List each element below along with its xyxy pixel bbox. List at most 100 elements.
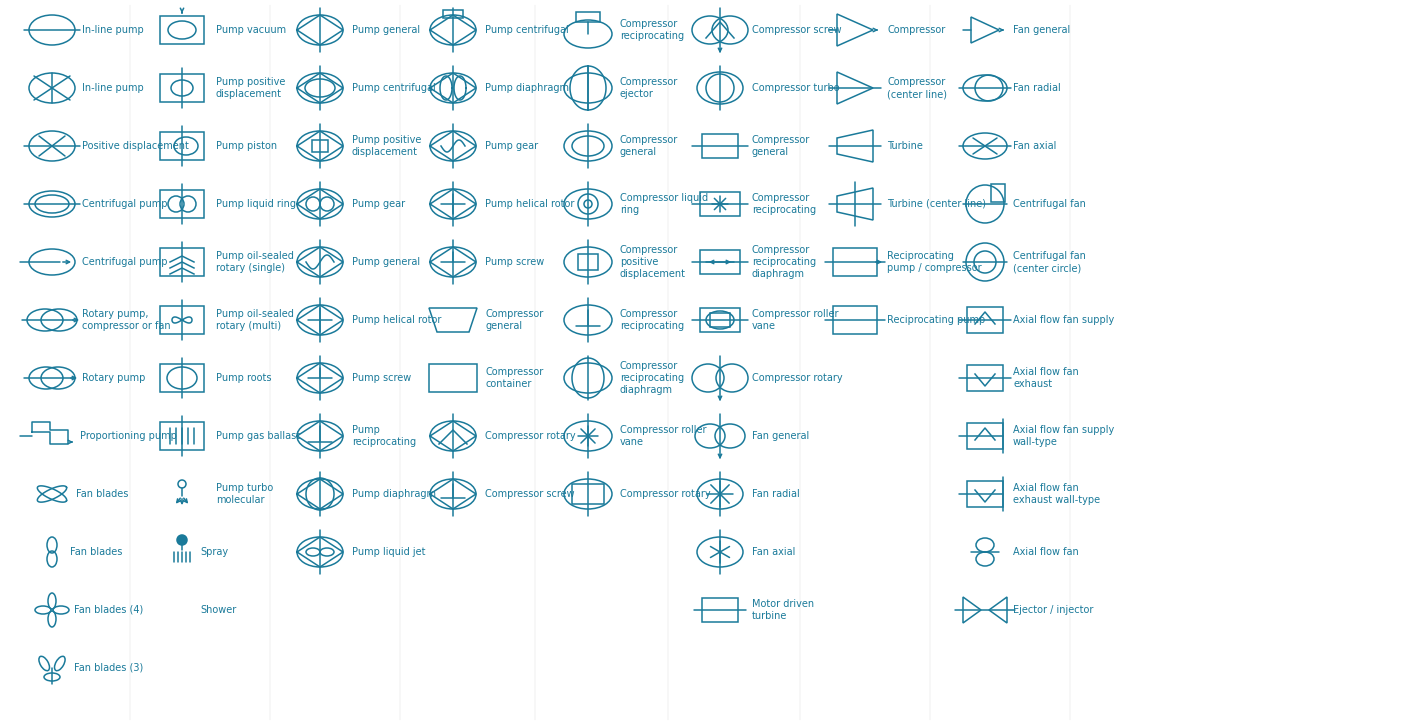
- Bar: [703, 134, 738, 158]
- Bar: [159, 364, 205, 392]
- Text: Compressor turbo: Compressor turbo: [752, 83, 840, 93]
- Bar: [832, 248, 878, 276]
- Text: Fan blades (4): Fan blades (4): [73, 605, 144, 615]
- Bar: [832, 306, 878, 334]
- Text: Pump diaphragm: Pump diaphragm: [351, 489, 436, 499]
- Bar: [159, 16, 205, 44]
- Text: Centrifugal fan: Centrifugal fan: [1013, 199, 1086, 209]
- Text: Compressor rotary: Compressor rotary: [619, 489, 711, 499]
- Text: Compressor roller
vane: Compressor roller vane: [619, 425, 707, 447]
- Text: Compressor
ejector: Compressor ejector: [619, 77, 679, 99]
- Bar: [579, 254, 598, 270]
- Text: Pump turbo
molecular: Pump turbo molecular: [216, 483, 274, 505]
- Text: Axial flow fan: Axial flow fan: [1013, 547, 1079, 557]
- Text: Centrifugal pump: Centrifugal pump: [82, 199, 168, 209]
- Text: Compressor
reciprocating
diaphragm: Compressor reciprocating diaphragm: [752, 245, 816, 280]
- Text: Compressor screw: Compressor screw: [485, 489, 574, 499]
- Bar: [159, 248, 205, 276]
- Bar: [710, 313, 729, 327]
- Text: Fan axial: Fan axial: [752, 547, 796, 557]
- Text: In-line pump: In-line pump: [82, 83, 144, 93]
- Text: Pump liquid jet: Pump liquid jet: [351, 547, 426, 557]
- Text: Pump helical rotor: Pump helical rotor: [351, 315, 442, 325]
- Text: Fan radial: Fan radial: [1013, 83, 1061, 93]
- Text: Turbine: Turbine: [888, 141, 923, 151]
- Text: Reciprocating
pump / compressor: Reciprocating pump / compressor: [888, 250, 982, 273]
- Circle shape: [176, 535, 188, 545]
- Text: Fan general: Fan general: [752, 431, 810, 441]
- Bar: [576, 12, 600, 22]
- Bar: [967, 365, 1003, 391]
- Text: Pump centrifugal: Pump centrifugal: [351, 83, 436, 93]
- Text: Proportioning pump: Proportioning pump: [80, 431, 176, 441]
- Text: Fan blades (3): Fan blades (3): [73, 663, 144, 673]
- Text: Compressor liquid
ring: Compressor liquid ring: [619, 193, 708, 215]
- Text: Pump
reciprocating: Pump reciprocating: [351, 425, 416, 447]
- Text: Compressor roller
vane: Compressor roller vane: [752, 309, 838, 331]
- Text: Pump helical rotor: Pump helical rotor: [485, 199, 574, 209]
- Text: Compressor
positive
displacement: Compressor positive displacement: [619, 245, 686, 280]
- Text: Axial flow fan
exhaust: Axial flow fan exhaust: [1013, 367, 1079, 389]
- Text: Centrifugal fan
(center circle): Centrifugal fan (center circle): [1013, 250, 1086, 273]
- Text: Compressor: Compressor: [888, 25, 945, 35]
- Text: Pump positive
displacement: Pump positive displacement: [216, 77, 285, 99]
- Text: Compressor rotary: Compressor rotary: [752, 373, 842, 383]
- Text: Pump piston: Pump piston: [216, 141, 277, 151]
- Text: Motor driven
turbine: Motor driven turbine: [752, 599, 814, 621]
- Text: Fan radial: Fan radial: [752, 489, 800, 499]
- Text: Fan blades: Fan blades: [71, 547, 123, 557]
- Text: Compressor
container: Compressor container: [485, 367, 543, 389]
- Text: Compressor
reciprocating: Compressor reciprocating: [752, 193, 816, 215]
- Bar: [312, 140, 327, 152]
- Bar: [967, 307, 1003, 333]
- Text: Pump gear: Pump gear: [485, 141, 538, 151]
- Text: Pump gas ballast: Pump gas ballast: [216, 431, 301, 441]
- Bar: [159, 306, 205, 334]
- Text: Pump centrifugal: Pump centrifugal: [485, 25, 569, 35]
- Text: Fan blades: Fan blades: [76, 489, 128, 499]
- Text: Fan general: Fan general: [1013, 25, 1071, 35]
- Text: Axial flow fan supply: Axial flow fan supply: [1013, 315, 1115, 325]
- Text: Axial flow fan
exhaust wall-type: Axial flow fan exhaust wall-type: [1013, 483, 1101, 505]
- Text: Fan axial: Fan axial: [1013, 141, 1057, 151]
- Text: Compressor
general: Compressor general: [485, 309, 543, 331]
- Text: Ejector / injector: Ejector / injector: [1013, 605, 1094, 615]
- Text: Pump screw: Pump screw: [485, 257, 545, 267]
- Bar: [703, 598, 738, 622]
- Text: Pump gear: Pump gear: [351, 199, 405, 209]
- Bar: [159, 74, 205, 102]
- Bar: [443, 10, 463, 18]
- Text: Shower: Shower: [200, 605, 236, 615]
- Bar: [159, 190, 205, 218]
- Bar: [159, 422, 205, 450]
- Text: Compressor
general: Compressor general: [752, 135, 810, 158]
- Text: Pump positive
displacement: Pump positive displacement: [351, 135, 422, 158]
- Text: Compressor screw: Compressor screw: [752, 25, 841, 35]
- Text: Axial flow fan supply
wall-type: Axial flow fan supply wall-type: [1013, 425, 1115, 447]
- Text: Compressor
reciprocating: Compressor reciprocating: [619, 309, 684, 331]
- Text: Spray: Spray: [200, 547, 229, 557]
- Bar: [429, 364, 477, 392]
- Text: Rotary pump: Rotary pump: [82, 373, 145, 383]
- Bar: [967, 423, 1003, 449]
- Bar: [159, 132, 205, 160]
- Bar: [991, 184, 1005, 202]
- Text: Centrifugal pump: Centrifugal pump: [82, 257, 168, 267]
- Bar: [571, 484, 604, 504]
- Text: Reciprocating pump: Reciprocating pump: [888, 315, 985, 325]
- Bar: [700, 250, 739, 274]
- Text: Pump roots: Pump roots: [216, 373, 271, 383]
- Text: Turbine (center line): Turbine (center line): [888, 199, 986, 209]
- Text: Compressor
general: Compressor general: [619, 135, 679, 158]
- Text: In-line pump: In-line pump: [82, 25, 144, 35]
- Text: Compressor rotary: Compressor rotary: [485, 431, 576, 441]
- Text: Pump screw: Pump screw: [351, 373, 411, 383]
- Text: Pump vacuum: Pump vacuum: [216, 25, 286, 35]
- Text: Pump general: Pump general: [351, 25, 420, 35]
- Text: Pump oil-sealed
rotary (multi): Pump oil-sealed rotary (multi): [216, 309, 293, 331]
- Text: Positive displacement: Positive displacement: [82, 141, 189, 151]
- Text: Pump oil-sealed
rotary (single): Pump oil-sealed rotary (single): [216, 250, 293, 273]
- Bar: [967, 481, 1003, 507]
- Text: Pump diaphragm: Pump diaphragm: [485, 83, 569, 93]
- Text: Compressor
reciprocating: Compressor reciprocating: [619, 19, 684, 41]
